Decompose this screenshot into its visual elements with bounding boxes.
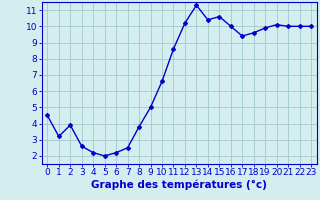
X-axis label: Graphe des températures (°c): Graphe des températures (°c) [91,180,267,190]
